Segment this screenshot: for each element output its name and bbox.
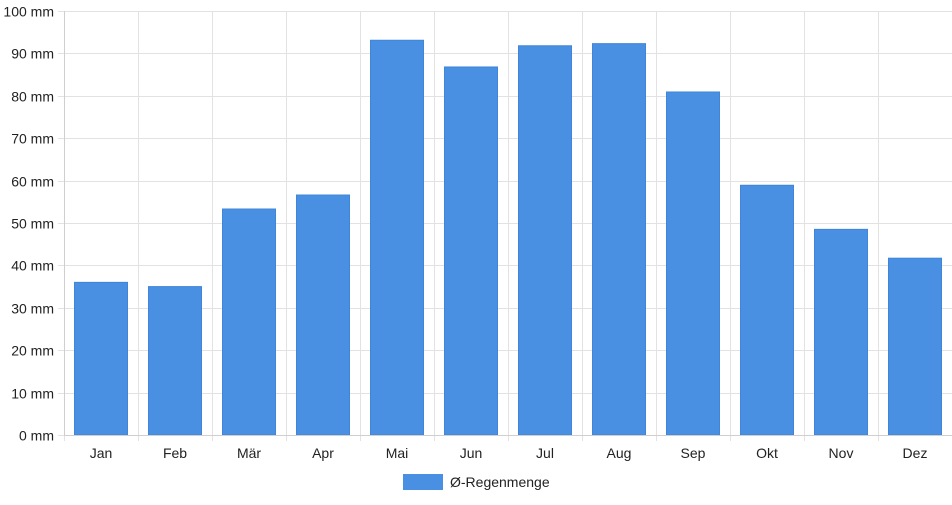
x-tick-label: Jan <box>90 445 113 461</box>
bar-mär[interactable] <box>222 208 276 436</box>
x-tick-label: Nov <box>829 445 854 461</box>
bar-feb[interactable] <box>148 286 202 436</box>
axes: 0 mm 10 mm 20 mm 30 mm 40 mm 50 mm 60 mm 70 mm 8… <box>3 4 952 461</box>
legend-label[interactable]: Ø-Regenmenge <box>450 474 550 490</box>
y-tick-label: 40 mm <box>11 258 54 274</box>
bar-jul[interactable] <box>518 45 572 436</box>
bar-apr[interactable] <box>296 194 350 436</box>
y-tick-label: 10 mm <box>11 386 54 402</box>
y-tick-label: 0 mm <box>19 428 54 444</box>
y-tick-label: 30 mm <box>11 301 54 317</box>
x-tick-label: Jul <box>536 445 554 461</box>
x-tick-label: Dez <box>903 445 928 461</box>
x-tick-label: Okt <box>756 445 778 461</box>
bar-sep[interactable] <box>666 91 720 436</box>
x-tick-label: Mär <box>237 445 261 461</box>
bar-jan[interactable] <box>74 281 128 436</box>
bar-jun[interactable] <box>444 66 498 436</box>
bar-nov[interactable] <box>814 228 868 436</box>
bar-series <box>74 39 942 436</box>
y-tick-label: 90 mm <box>11 46 54 62</box>
bar-dez[interactable] <box>888 257 942 436</box>
y-tick-label: 100 mm <box>3 4 54 20</box>
x-tick-label: Feb <box>163 445 187 461</box>
bar-okt[interactable] <box>740 184 794 436</box>
bar-mai[interactable] <box>370 39 424 436</box>
x-tick-label: Mai <box>386 445 409 461</box>
legend-swatch[interactable] <box>403 474 443 490</box>
x-tick-label: Aug <box>607 445 632 461</box>
y-tick-label: 80 mm <box>11 89 54 105</box>
x-tick-label: Apr <box>312 445 334 461</box>
y-tick-label: 50 mm <box>11 216 54 232</box>
y-tick-label: 20 mm <box>11 343 54 359</box>
x-tick-label: Jun <box>460 445 483 461</box>
legend[interactable]: Ø-Regenmenge <box>403 474 550 490</box>
bar-aug[interactable] <box>592 43 646 436</box>
x-tick-label: Sep <box>681 445 706 461</box>
y-tick-label: 60 mm <box>11 174 54 190</box>
y-tick-label: 70 mm <box>11 131 54 147</box>
